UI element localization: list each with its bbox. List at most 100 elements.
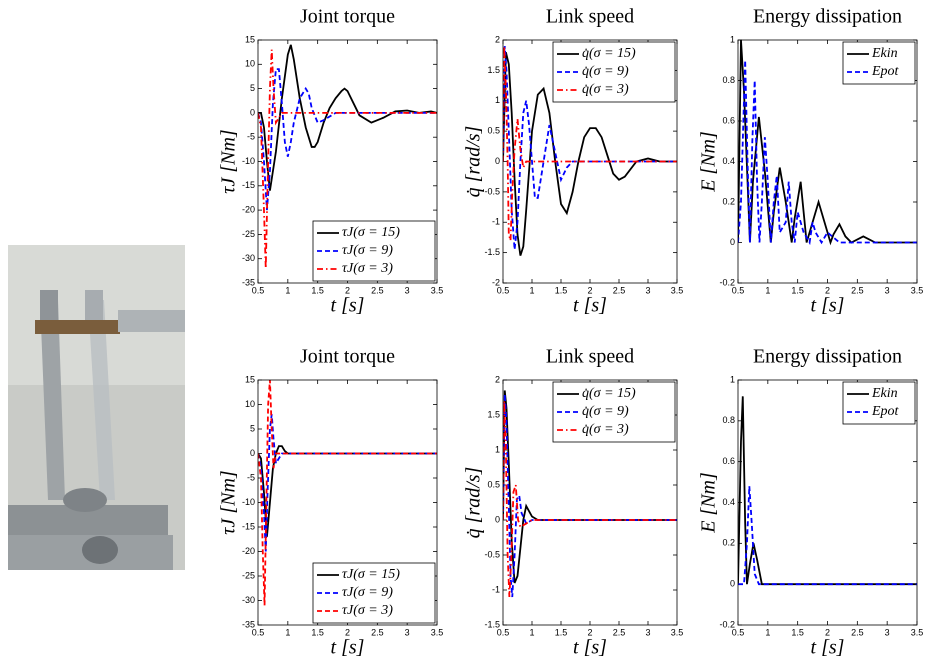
x-tick-label: 2: [825, 627, 830, 637]
legend-label: τJ(σ = 9): [342, 243, 393, 258]
y-tick-label: -20: [242, 204, 255, 214]
y-tick-label: 0.2: [722, 538, 735, 548]
y-tick-label: -35: [242, 619, 255, 629]
y-tick-label: 1: [495, 95, 500, 105]
y-tick-label: 15: [245, 374, 255, 384]
y-tick-label: -30: [242, 253, 255, 263]
photo-motor: [118, 310, 185, 332]
y-tick-label: -10: [242, 497, 255, 507]
chart-title: Energy dissipation: [753, 346, 902, 368]
x-tick-label: 1: [529, 627, 534, 637]
x-tick-label: 0.5: [497, 285, 510, 295]
data-line: [258, 44, 437, 191]
y-axis-label: E [Nm]: [698, 472, 720, 534]
legend: τJ(σ = 15) τJ(σ = 9) τJ(σ = 3): [312, 562, 436, 624]
y-axis-label: q̇ [rad/s]: [463, 467, 485, 539]
y-tick-label: -10: [242, 156, 255, 166]
chart-panel: Joint torque t [s] τJ [Nm] 0.5 1 1.5 2 2.5 3 3.5 -…: [218, 6, 444, 317]
x-tick-label: 1: [529, 285, 534, 295]
x-tick-label: 3: [405, 627, 410, 637]
x-tick-label: 3.5: [911, 627, 924, 637]
data-line: [503, 51, 677, 256]
y-tick-label: -0.2: [719, 619, 735, 629]
x-tick-label: 2.5: [851, 627, 864, 637]
data-line: [738, 486, 917, 586]
legend-label: Ekin: [871, 386, 898, 401]
y-tick-label: -5: [247, 472, 255, 482]
y-tick-label: 1.5: [487, 409, 500, 419]
chart-title: Link speed: [546, 6, 634, 28]
y-tick-label: -0.2: [719, 277, 735, 287]
legend-label: q̇(σ = 9): [582, 64, 629, 79]
y-tick-label: -0.5: [484, 186, 500, 196]
x-tick-label: 1.5: [311, 285, 324, 295]
y-tick-label: 0: [730, 237, 735, 247]
legend-label: q̇(σ = 15): [582, 46, 636, 61]
x-tick-label: 3.5: [671, 627, 684, 637]
x-tick-label: 2.5: [851, 285, 864, 295]
legend: Ekin Epot: [842, 381, 916, 425]
x-tick-label: 1.5: [791, 285, 804, 295]
x-tick-label: 2.5: [613, 285, 626, 295]
legend-label: Ekin: [871, 46, 898, 61]
y-tick-label: 0.5: [487, 126, 500, 136]
y-tick-label: -25: [242, 570, 255, 580]
photo-joint: [63, 488, 107, 512]
x-tick-label: 1: [765, 285, 770, 295]
x-tick-label: 3: [645, 285, 650, 295]
legend-label: Epot: [871, 404, 900, 419]
y-tick-label: -2: [492, 277, 500, 287]
y-tick-label: 0: [495, 156, 500, 166]
chart-panel: Joint torque t [s] τJ [Nm] 0.5 1 1.5 2 2.5 3 3.5 -…: [218, 346, 444, 659]
chart-title: Energy dissipation: [753, 6, 902, 28]
x-tick-label: 0.5: [497, 627, 510, 637]
y-tick-label: 0.6: [722, 115, 735, 125]
x-tick-label: 3: [885, 627, 890, 637]
y-tick-label: 0.8: [722, 415, 735, 425]
axes-frame: [502, 379, 678, 626]
y-tick-label: 5: [250, 83, 255, 93]
y-tick-label: 0: [250, 107, 255, 117]
data-line: [258, 380, 437, 606]
chart-panel: Energy dissipation t [s] E [Nm] 0.5 1 1.5 2 2.5…: [698, 6, 924, 317]
x-axis-label: t [s]: [331, 637, 365, 659]
axes-frame: [737, 379, 918, 626]
x-axis-label: t [s]: [573, 637, 607, 659]
legend-label: Epot: [871, 64, 900, 79]
legend: τJ(σ = 15) τJ(σ = 9) τJ(σ = 3): [312, 220, 436, 282]
legend-label: q̇(σ = 3): [582, 82, 629, 97]
x-tick-label: 2: [345, 285, 350, 295]
x-tick-label: 2: [587, 627, 592, 637]
x-tick-label: 1: [765, 627, 770, 637]
y-tick-label: -1: [492, 584, 500, 594]
y-tick-label: 2: [495, 34, 500, 44]
x-tick-label: 1: [285, 285, 290, 295]
legend-label: τJ(σ = 9): [342, 585, 393, 600]
y-tick-label: 1: [730, 374, 735, 384]
x-tick-label: 1.5: [791, 627, 804, 637]
legend: q̇(σ = 15) q̇(σ = 9) q̇(σ = 3): [552, 381, 676, 443]
y-tick-label: -1.5: [484, 247, 500, 257]
chart-title: Joint torque: [300, 6, 395, 28]
y-axis-label: q̇ [rad/s]: [463, 126, 485, 198]
x-tick-label: 2: [345, 627, 350, 637]
y-axis-label: τJ [Nm]: [218, 470, 240, 534]
legend-box: [842, 41, 916, 85]
x-tick-label: 2: [587, 285, 592, 295]
y-tick-label: 1.5: [487, 65, 500, 75]
y-tick-label: -1: [492, 217, 500, 227]
legend-label: τJ(σ = 3): [342, 261, 393, 276]
data-line: [738, 40, 917, 246]
photo-clamp: [35, 320, 120, 334]
x-axis-label: t [s]: [811, 637, 845, 659]
y-tick-label: 0: [495, 514, 500, 524]
axes-frame: [737, 39, 918, 284]
y-tick-label: 0: [730, 579, 735, 589]
x-tick-label: 2.5: [613, 627, 626, 637]
x-tick-label: 0.5: [732, 627, 745, 637]
chart-panel: Energy dissipation t [s] E [Nm] 0.5 1 1.5 2 2.5…: [698, 346, 924, 659]
y-axis-label: E [Nm]: [698, 131, 720, 193]
axes-frame: [257, 39, 438, 284]
